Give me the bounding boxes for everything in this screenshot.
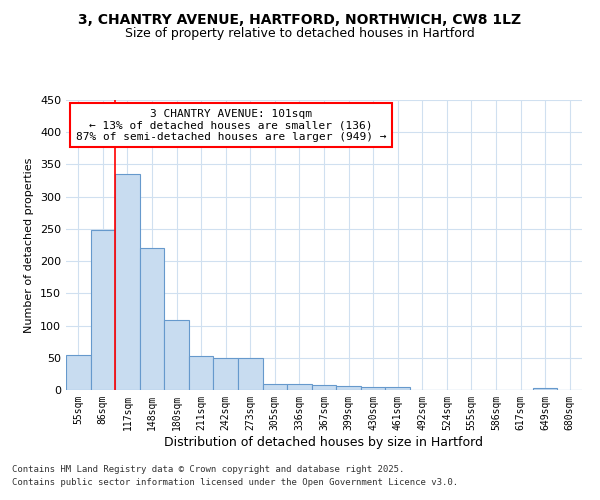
Bar [263, 384, 287, 390]
X-axis label: Distribution of detached houses by size in Hartford: Distribution of detached houses by size … [164, 436, 484, 448]
Bar [91, 230, 115, 390]
Text: Contains public sector information licensed under the Open Government Licence v3: Contains public sector information licen… [12, 478, 458, 487]
Text: Contains HM Land Registry data © Crown copyright and database right 2025.: Contains HM Land Registry data © Crown c… [12, 466, 404, 474]
Y-axis label: Number of detached properties: Number of detached properties [25, 158, 34, 332]
Text: 3, CHANTRY AVENUE, HARTFORD, NORTHWICH, CW8 1LZ: 3, CHANTRY AVENUE, HARTFORD, NORTHWICH, … [79, 12, 521, 26]
Bar [238, 358, 263, 390]
Bar [140, 248, 164, 390]
Bar [336, 386, 361, 390]
Bar [189, 356, 214, 390]
Text: 3 CHANTRY AVENUE: 101sqm
← 13% of detached houses are smaller (136)
87% of semi-: 3 CHANTRY AVENUE: 101sqm ← 13% of detach… [76, 108, 386, 142]
Bar [164, 320, 189, 390]
Bar [385, 388, 410, 390]
Bar [312, 386, 336, 390]
Bar [66, 355, 91, 390]
Bar [287, 384, 312, 390]
Bar [361, 388, 385, 390]
Bar [115, 174, 140, 390]
Bar [533, 388, 557, 390]
Bar [214, 358, 238, 390]
Text: Size of property relative to detached houses in Hartford: Size of property relative to detached ho… [125, 28, 475, 40]
